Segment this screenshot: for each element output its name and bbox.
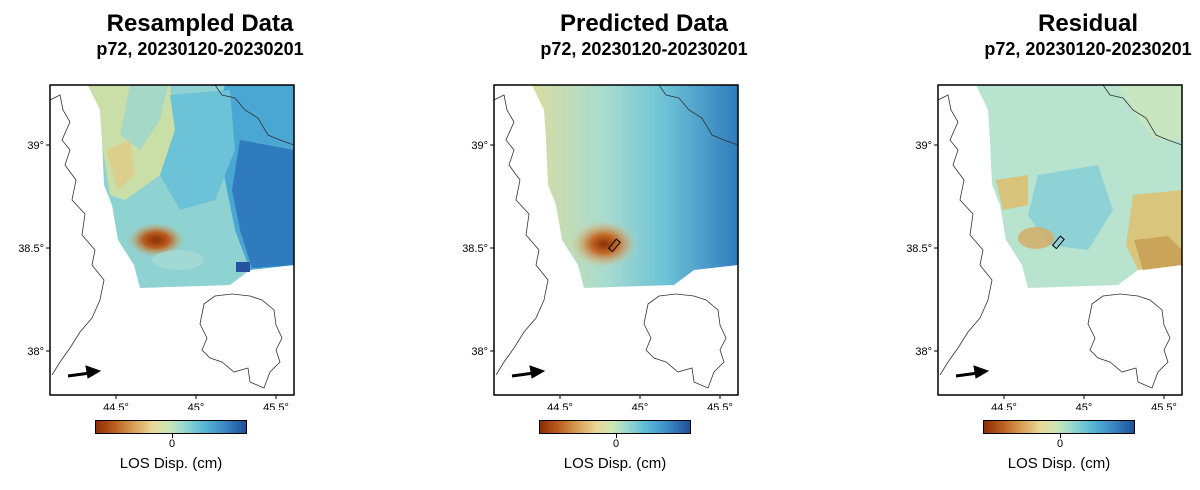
colorbar xyxy=(983,420,1135,434)
chart-subtitle: p72, 20230120-20230201 xyxy=(984,39,1192,59)
coverage-teal-patch xyxy=(1028,165,1113,250)
los-arrow xyxy=(511,365,546,379)
coastline xyxy=(938,94,993,376)
x-tick-label: 44.5° xyxy=(547,402,573,410)
border-line xyxy=(1102,85,1182,146)
colorbar-tick-label: 0 xyxy=(612,438,620,450)
chart-subtitle: p72, 20230120-20230201 xyxy=(96,39,304,59)
y-tick-label: 38° xyxy=(471,346,488,358)
x-tick-label: 45.5° xyxy=(263,402,289,410)
colorbar-tick xyxy=(616,434,617,438)
chart-panel-residual: Residual p72, 20230120-20230201 xyxy=(888,0,1200,490)
x-ticks xyxy=(559,395,721,399)
chart-title: Resampled Data xyxy=(106,10,294,37)
colorbar-tick xyxy=(1060,434,1061,438)
x-tick-label: 44.5° xyxy=(103,402,129,410)
y-tick-label: 38.5° xyxy=(462,243,488,255)
coverage-yellow-patch-west xyxy=(996,175,1028,210)
colorbar-label: LOS Disp. (cm) xyxy=(563,455,667,472)
coverage-light-patch xyxy=(120,85,168,150)
data-coverage xyxy=(532,85,738,288)
y-tick-label: 38.5° xyxy=(18,243,44,255)
colorbar-tick-label: 0 xyxy=(168,438,176,450)
x-tick-label: 45.5° xyxy=(707,402,733,410)
y-tick-label: 39° xyxy=(27,140,44,152)
y-ticks xyxy=(490,144,494,352)
map-plot: 39° 38.5° 38° 44.5° 45° 45.5° xyxy=(18,84,295,410)
border-line xyxy=(658,85,738,146)
map-plot: 39° 38.5° 38° 44.5° 45° 45.5° xyxy=(906,84,1183,410)
lake-outline xyxy=(643,293,727,389)
colorbar-tick-label: 0 xyxy=(1056,438,1064,450)
lake-outline xyxy=(1087,293,1171,389)
y-tick-label: 38.5° xyxy=(906,243,932,255)
coverage-deep-blue xyxy=(232,140,294,268)
chart-panel-resampled: Resampled Data p72, 20230120-20230201 xyxy=(0,0,400,490)
chart-subtitle: p72, 20230120-20230201 xyxy=(540,39,748,59)
fault-plane xyxy=(607,238,621,253)
coastline xyxy=(494,94,549,376)
y-tick-label: 38° xyxy=(27,346,44,358)
colorbar-tick xyxy=(172,434,173,438)
chart-panel-predicted: Predicted Data p72, 20230120-20230201 xyxy=(444,0,844,490)
deformation-lobe xyxy=(128,223,184,257)
x-tick-label: 45.5° xyxy=(1151,402,1177,410)
border-line xyxy=(214,85,294,146)
coverage-mid-teal xyxy=(160,90,235,210)
residual-lobe xyxy=(1018,227,1054,249)
colorbar xyxy=(95,420,247,434)
coastline xyxy=(50,94,105,376)
x-tick-label: 45° xyxy=(188,402,205,410)
y-ticks xyxy=(46,144,50,352)
lake-outline xyxy=(199,293,283,389)
x-ticks xyxy=(115,395,277,399)
y-tick-label: 38° xyxy=(915,346,932,358)
map-plot: 39° 38.5° 38° 44.5° 45° 45.5° xyxy=(462,84,739,410)
y-tick-label: 39° xyxy=(915,140,932,152)
colorbar-label: LOS Disp. (cm) xyxy=(119,455,223,472)
coverage-upper-right xyxy=(1118,85,1182,140)
y-ticks xyxy=(934,144,938,352)
deformation-lobe xyxy=(570,220,638,268)
x-tick-label: 45° xyxy=(632,402,649,410)
y-tick-label: 39° xyxy=(471,140,488,152)
coverage-orange-patch xyxy=(1134,236,1182,270)
fault-plane xyxy=(1051,235,1065,250)
x-tick-label: 45° xyxy=(1076,402,1093,410)
colorbar-label: LOS Disp. (cm) xyxy=(1007,455,1111,472)
chart-title: Predicted Data xyxy=(559,10,729,37)
los-arrow xyxy=(955,365,990,379)
x-ticks xyxy=(1003,395,1165,399)
los-arrow xyxy=(67,365,102,379)
colorbar xyxy=(539,420,691,434)
x-tick-label: 44.5° xyxy=(991,402,1017,410)
chart-title: Residual xyxy=(1037,10,1139,37)
coverage-yellow-patch xyxy=(106,140,135,190)
